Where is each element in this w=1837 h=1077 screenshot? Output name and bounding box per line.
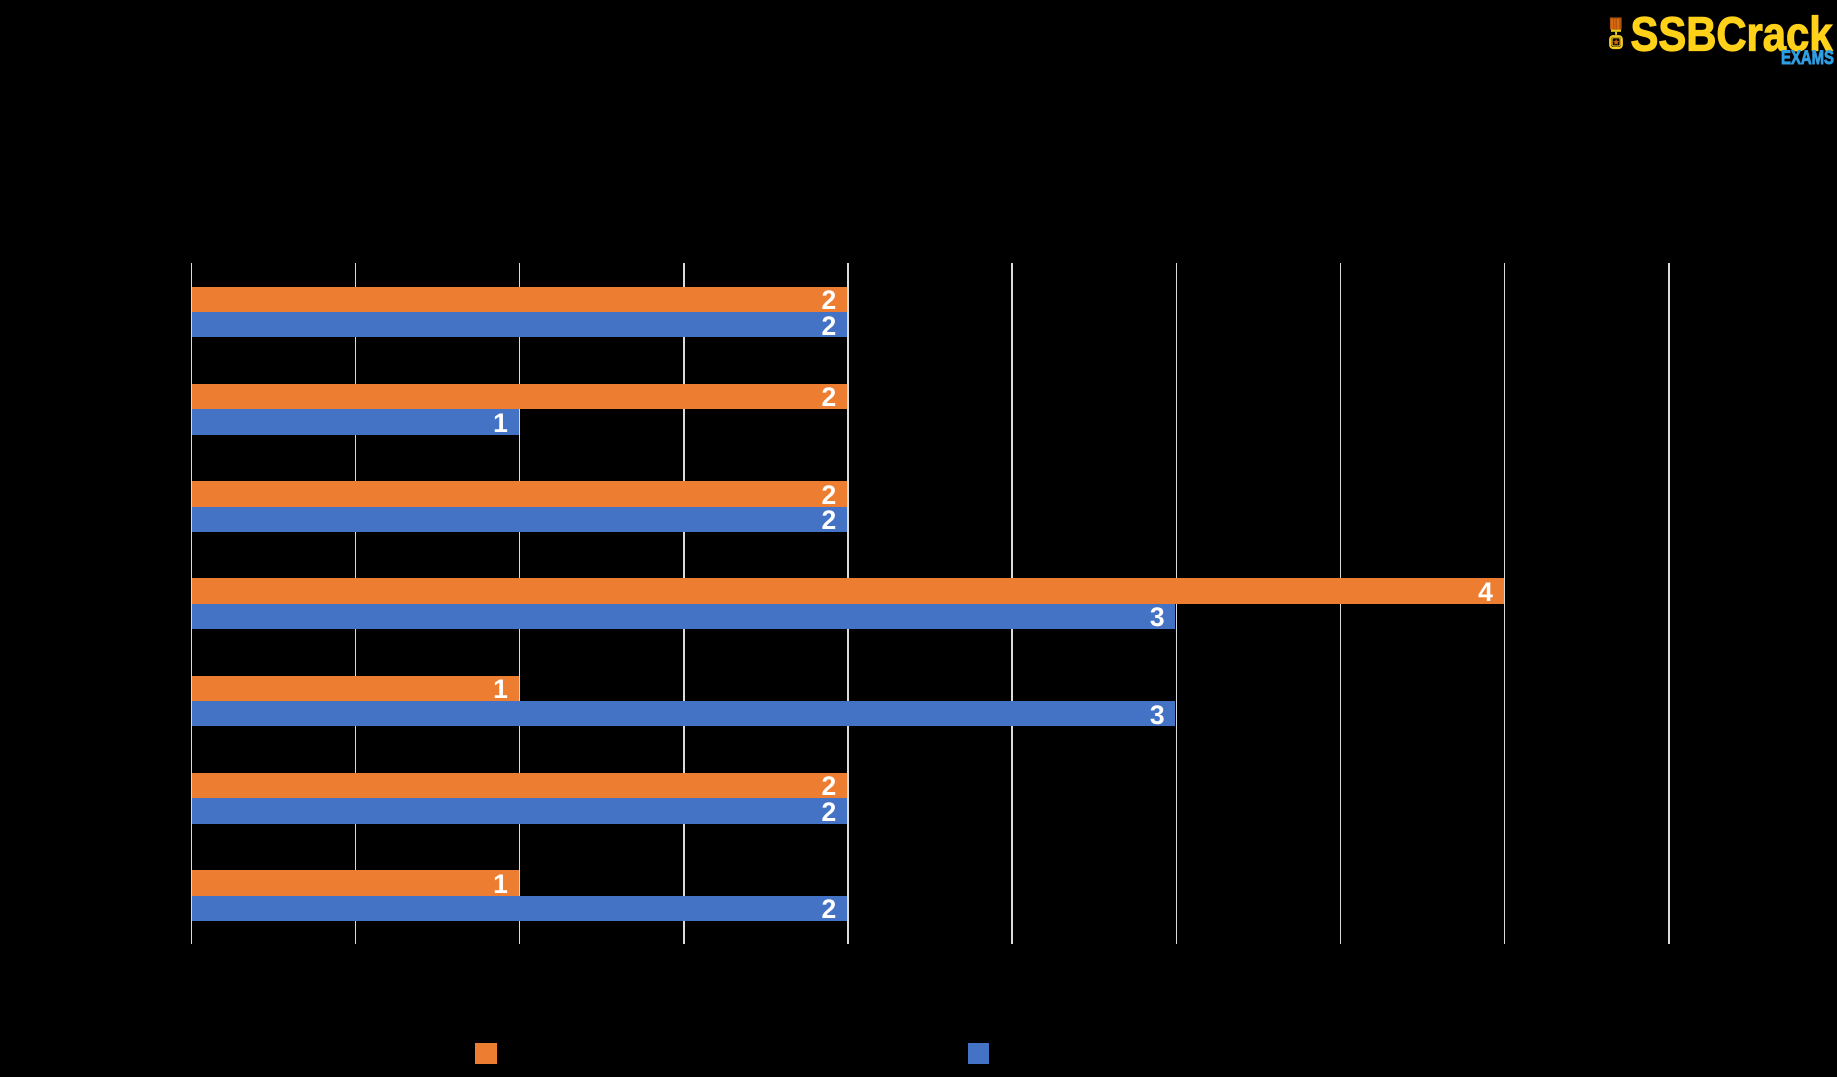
svg-text:SSBCrack: SSBCrack bbox=[1631, 7, 1834, 61]
svg-text:EXAMS: EXAMS bbox=[1781, 48, 1834, 69]
